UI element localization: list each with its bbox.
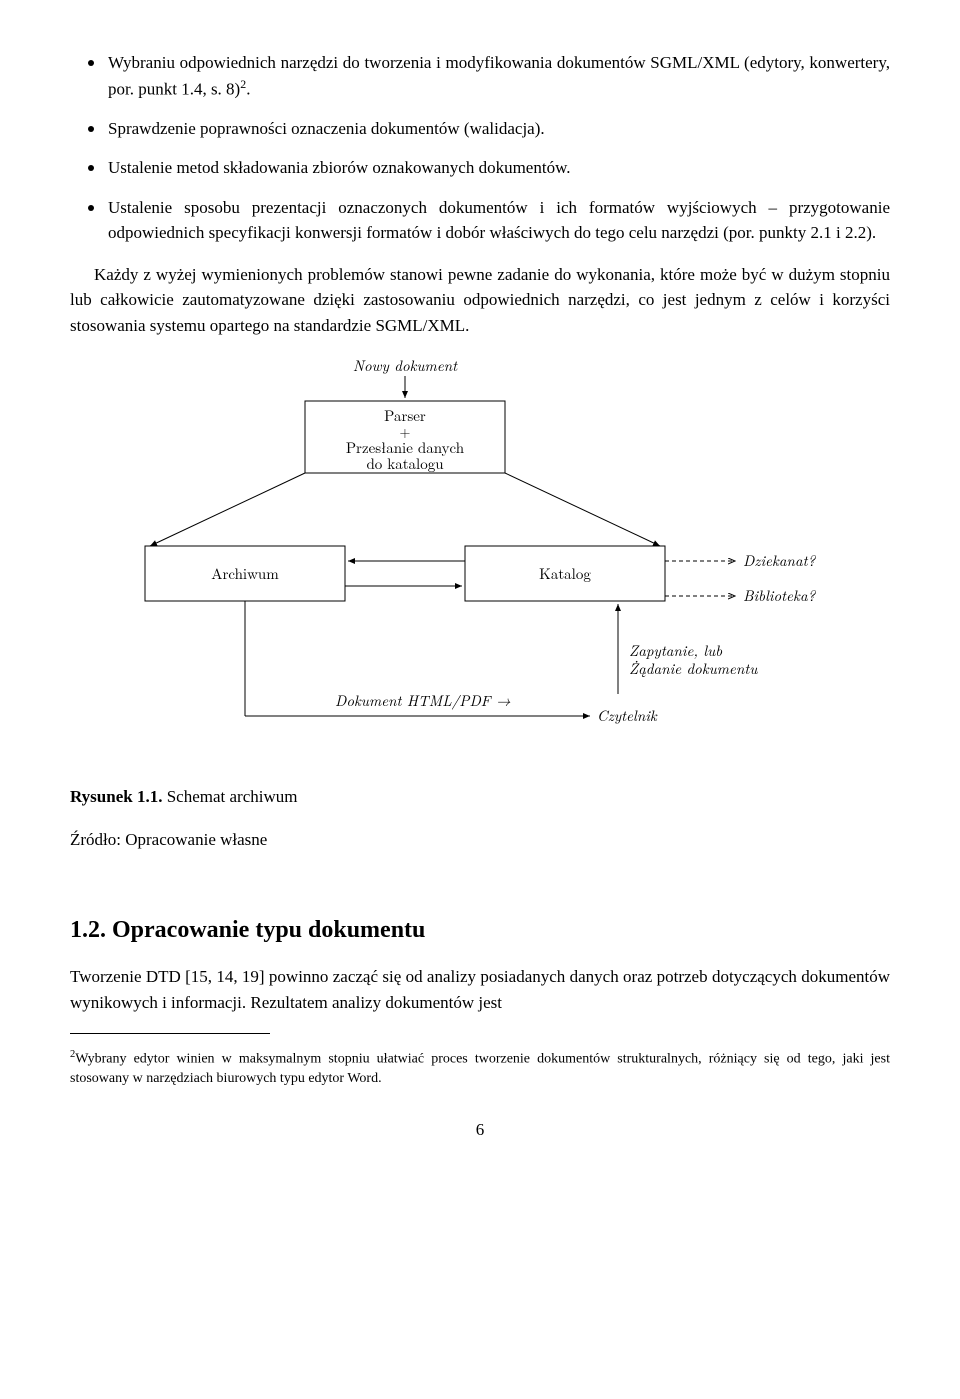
svg-text:do katalogu: do katalogu <box>366 453 444 474</box>
figure-title: Schemat archiwum <box>162 787 297 806</box>
bullet-dot-icon <box>88 60 94 66</box>
footnote: 2Wybrany edytor winien w maksymalnym sto… <box>70 1048 890 1089</box>
diagram-container: Nowy dokumentParser+Przesłanie danychdo … <box>70 356 890 756</box>
bullet-text: Ustalenie metod składowania zbiorów ozna… <box>108 155 890 181</box>
svg-text:Archiwum: Archiwum <box>211 563 279 584</box>
svg-text:Czytelnik: Czytelnik <box>597 705 658 726</box>
bullet-list: Wybraniu odpowiednich narzędzi do tworze… <box>70 50 890 246</box>
svg-text:Dziekanat?: Dziekanat? <box>743 550 817 571</box>
footnote-separator <box>70 1033 270 1034</box>
section-body: Tworzenie DTD [15, 14, 19] powinno zaczą… <box>70 964 890 1015</box>
bullet-dot-icon <box>88 205 94 211</box>
bullet-item: Wybraniu odpowiednich narzędzi do tworze… <box>70 50 890 102</box>
svg-text:Nowy dokument: Nowy dokument <box>353 356 458 376</box>
figure-number: Rysunek 1.1. <box>70 787 162 806</box>
svg-text:Żądanie dokumentu: Żądanie dokumentu <box>629 658 758 679</box>
bullet-dot-icon <box>88 165 94 171</box>
bullet-item: Sprawdzenie poprawności oznaczenia dokum… <box>70 116 890 142</box>
svg-text:Katalog: Katalog <box>539 563 591 584</box>
svg-text:Dokument HTML/PDF →: Dokument HTML/PDF → <box>335 690 511 711</box>
bullet-text: Sprawdzenie poprawności oznaczenia dokum… <box>108 116 890 142</box>
bullet-item: Ustalenie sposobu prezentacji oznaczonyc… <box>70 195 890 246</box>
footnote-ref: 2 <box>240 77 246 91</box>
bullet-text: Wybraniu odpowiednich narzędzi do tworze… <box>108 50 890 102</box>
figure-source: Źródło: Opracowanie własne <box>70 827 890 853</box>
section-heading: 1.2. Opracowanie typu dokumentu <box>70 912 890 948</box>
svg-text:Biblioteka?: Biblioteka? <box>743 585 817 606</box>
archive-diagram: Nowy dokumentParser+Przesłanie danychdo … <box>115 356 845 756</box>
footnote-text: Wybrany edytor winien w maksymalnym stop… <box>70 1052 890 1087</box>
bullet-text: Ustalenie sposobu prezentacji oznaczonyc… <box>108 195 890 246</box>
bullet-dot-icon <box>88 126 94 132</box>
intro-paragraph: Każdy z wyżej wymienionych problemów sta… <box>70 262 890 339</box>
page-number: 6 <box>70 1117 890 1143</box>
figure-caption: Rysunek 1.1. Schemat archiwum <box>70 784 890 810</box>
bullet-item: Ustalenie metod składowania zbiorów ozna… <box>70 155 890 181</box>
